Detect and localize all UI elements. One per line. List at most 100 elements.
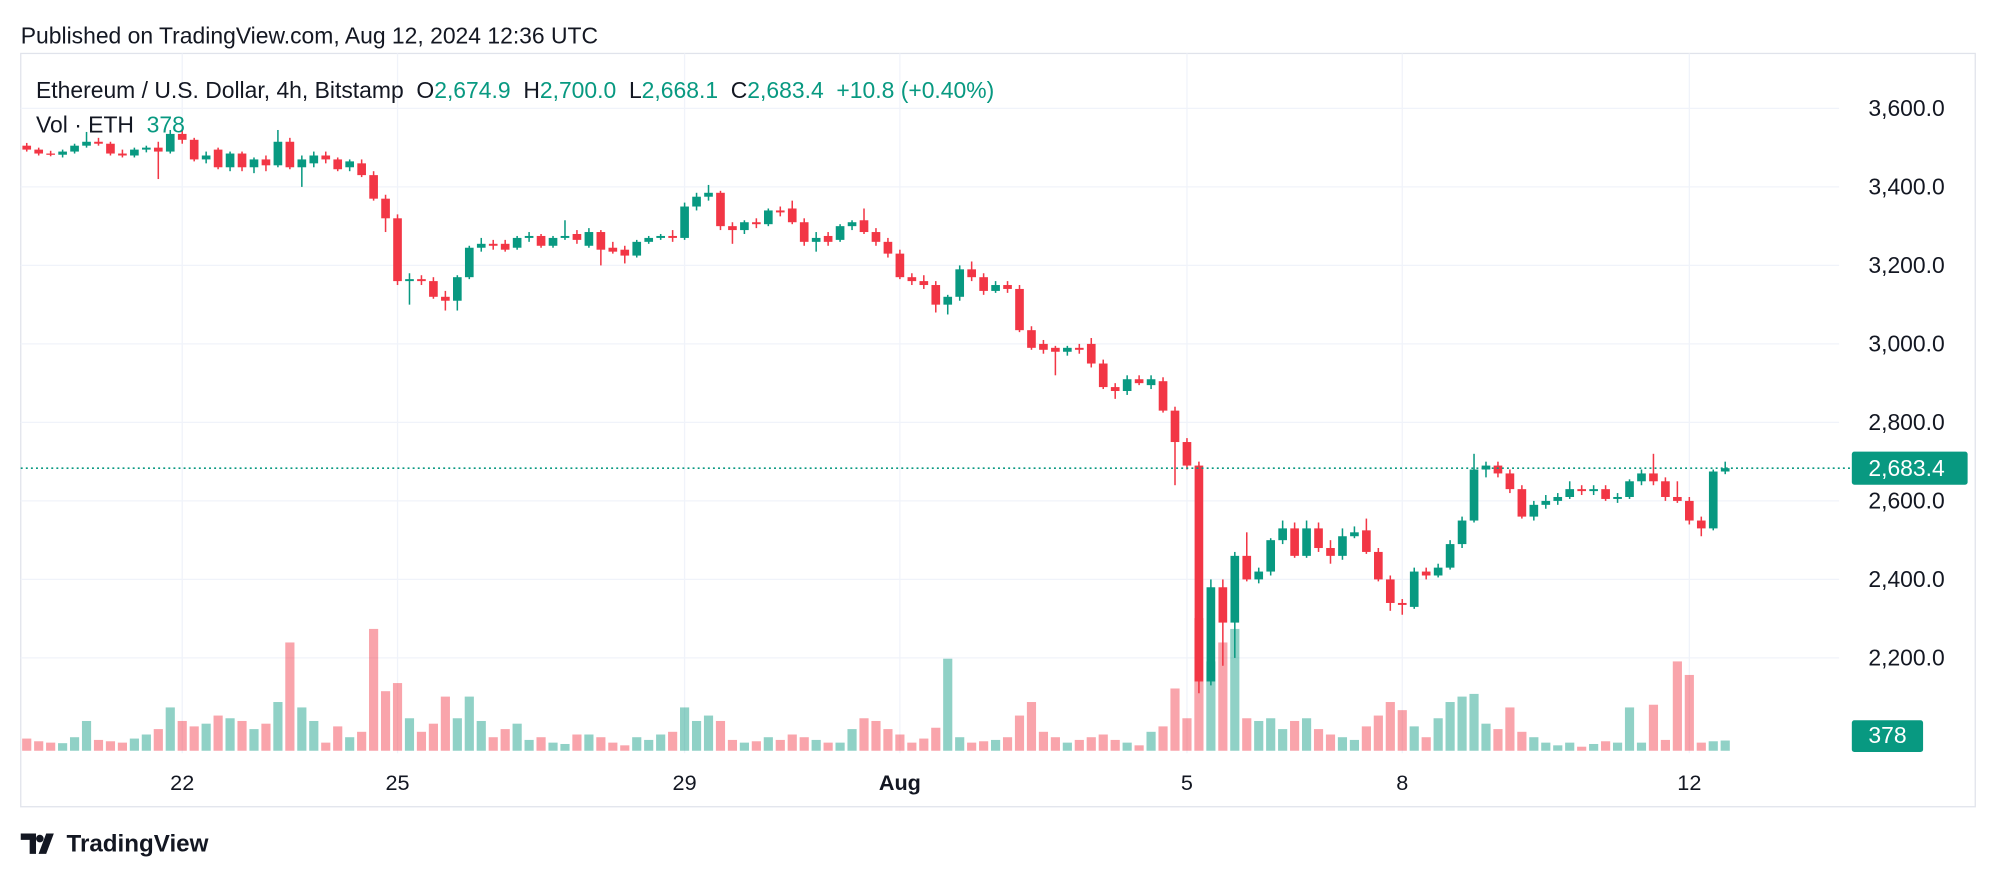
volume-bar [943, 658, 953, 751]
candle-body [1314, 528, 1323, 549]
volume-bar [1636, 742, 1647, 751]
candle-body [1350, 532, 1359, 537]
volume-bar [703, 715, 714, 751]
volume-bar [847, 729, 857, 751]
volume-bar [380, 691, 391, 751]
candle-body [572, 234, 582, 240]
symbol-title: Ethereum / U.S. Dollar, 4h, Bitstamp [36, 77, 404, 103]
candle-body [1481, 465, 1491, 470]
volume-bar [955, 737, 965, 751]
candle-body [1182, 442, 1192, 466]
volume-bar [1301, 718, 1312, 751]
candle-body [847, 222, 857, 227]
volume-bar [1541, 742, 1551, 751]
volume-bar [1337, 737, 1348, 751]
candle-body [871, 232, 881, 242]
candle-body [1421, 571, 1431, 576]
candle-body [1015, 288, 1024, 331]
candle-body [165, 133, 175, 152]
volume-bar [1445, 702, 1455, 751]
volume-bar [656, 734, 666, 751]
candle-body [476, 243, 486, 248]
volume-bar [632, 737, 642, 751]
candle-body [608, 247, 618, 252]
candle-body [1063, 347, 1072, 352]
candle-body [716, 192, 725, 227]
candle-body [106, 143, 115, 154]
candle-body [704, 192, 713, 197]
volume-bar [69, 737, 80, 751]
volume-bar [1002, 737, 1013, 751]
candle-body [309, 155, 319, 164]
volume-bar [1684, 674, 1694, 751]
volume-bar [177, 720, 187, 751]
volume-bar [620, 745, 630, 751]
brand-name: TradingView [67, 830, 209, 857]
candle-body [417, 279, 426, 282]
volume-bar [1624, 707, 1635, 751]
candle-body [1110, 387, 1120, 392]
volume-bar [859, 718, 869, 751]
candle-body [632, 241, 642, 256]
candle-body [1074, 347, 1084, 350]
volume-bar [93, 739, 104, 751]
candle-body [1242, 555, 1252, 580]
legend: Ethereum / U.S. Dollar, 4h, Bitstamp O2,6… [36, 77, 994, 103]
volume-bar [895, 734, 905, 751]
open-label: O [416, 77, 434, 103]
volume-bar [1457, 696, 1467, 751]
volume-bar [1074, 739, 1084, 751]
candle-body [1529, 504, 1539, 517]
candle-body [1338, 536, 1347, 556]
volume-bar [428, 723, 438, 751]
volume-bar [1146, 731, 1156, 751]
volume-bar [225, 718, 235, 751]
volume-bar [1397, 710, 1407, 751]
volume-bar [392, 683, 403, 751]
candle-body [1577, 489, 1587, 492]
volume-bar [273, 702, 283, 751]
candle-body [1601, 489, 1610, 499]
candle-body [823, 235, 833, 242]
candle-body [189, 139, 199, 160]
candle-body [464, 247, 474, 278]
candle-body [1003, 285, 1012, 289]
candle-body [1553, 496, 1563, 501]
volume-bar [584, 734, 594, 751]
candle-body [991, 285, 1000, 291]
volume-bar [1158, 726, 1168, 751]
candle-body [787, 208, 797, 223]
chart-frame [20, 52, 1976, 808]
y-tick-label: 2,800.0 [1868, 409, 1944, 435]
volume-bar [512, 723, 522, 751]
volume-bar [560, 743, 570, 751]
candle-body [34, 149, 44, 154]
candle-body [668, 235, 677, 238]
candle-body [249, 159, 259, 168]
candle-body [1266, 540, 1276, 572]
candle-body [548, 237, 558, 246]
candle-body [512, 237, 522, 248]
candle-body [1194, 465, 1204, 682]
candle-body [369, 175, 378, 199]
plot-area: 2,200.0 2,400.0 2,600.0 2,800.0 3,000.0 3,200… [20, 53, 1968, 795]
volume-bar [1206, 661, 1216, 751]
volume-bar [1672, 661, 1682, 751]
volume-bar [596, 737, 606, 751]
candle-body [895, 253, 905, 278]
volume-bar [1660, 739, 1670, 751]
candle-body [1134, 379, 1144, 384]
last-price-label: 2,683.4 [1868, 455, 1945, 481]
volume-bar [153, 729, 163, 751]
volume-bar [823, 742, 833, 751]
candle-body [763, 210, 773, 225]
volume-bar [369, 628, 379, 751]
volume-bar [979, 741, 989, 751]
volume-bar [1565, 742, 1575, 751]
candle-body [835, 226, 845, 240]
candle-body [488, 243, 498, 246]
volume-bar [213, 715, 223, 751]
volume-bar [775, 739, 785, 751]
volume-bar [1134, 745, 1144, 751]
candle-body [405, 279, 414, 282]
